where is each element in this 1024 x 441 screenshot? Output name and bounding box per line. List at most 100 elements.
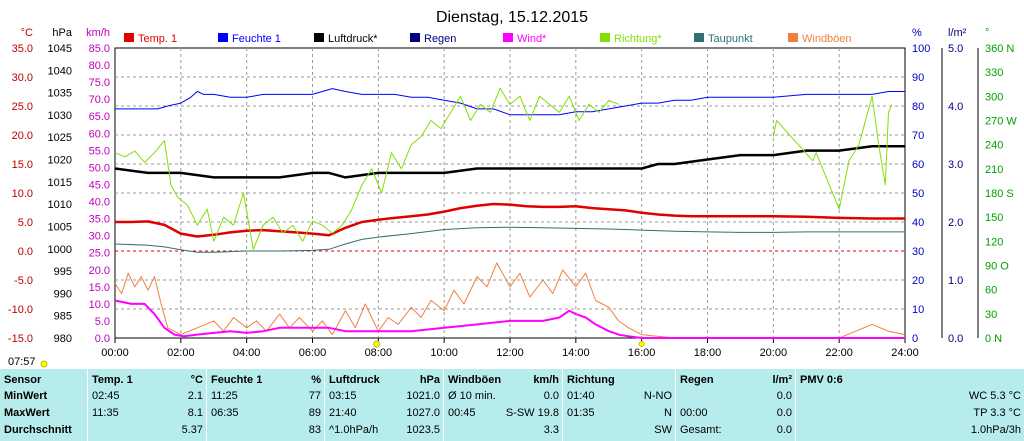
stats-row: 01:40 N-NO (567, 389, 672, 404)
dir-tick-label: 30 (985, 309, 997, 321)
legend-label: Luftdruck* (328, 33, 378, 45)
kmh-tick-label: 30.0 (89, 231, 110, 243)
stats-cell-label: PMV 0:6 (800, 374, 843, 386)
dir-tick-label: 360 N (985, 43, 1014, 55)
temp-tick-label: 0.0 (18, 246, 33, 258)
stats-cell-value: 0.0 (776, 407, 792, 419)
stats-row: WC 5.3 °C (800, 389, 1021, 404)
hpa-tick-label: 1025 (48, 132, 72, 144)
temp-tick-label: 10.0 (12, 188, 33, 200)
x-tick-label: 04:00 (233, 347, 261, 359)
stats-cell-label: 06:35 (211, 407, 239, 419)
stats-row: Ø 10 min. 0.0 (448, 389, 559, 404)
stats-cell-value: 89 (308, 407, 321, 419)
hpa-tick-label: 1030 (48, 110, 72, 122)
hpa-tick-label: 995 (54, 266, 72, 278)
legend-swatch (314, 33, 324, 42)
stats-row: 3.3 (448, 423, 559, 438)
x-tick-label: 16:00 (628, 347, 656, 359)
stats-row: SW (567, 423, 672, 438)
pct-tick-label: 90 (912, 72, 924, 84)
hpa-tick-label: 990 (54, 288, 72, 300)
stats-row: 11:25 77 (211, 389, 321, 404)
temp-tick-label: -10.0 (8, 304, 33, 316)
hpa-tick-label: 1015 (48, 177, 72, 189)
stats-column: Richtung 01:40 N-NO 01:35 N SW (562, 369, 676, 441)
x-tick-label: 20:00 (760, 347, 788, 359)
temp-tick-label: 35.0 (12, 43, 33, 55)
x-tick-label: 08:00 (365, 347, 393, 359)
rowlabel-min: MinWert (4, 390, 48, 402)
stats-cell-label: Richtung (567, 374, 615, 386)
stats-cell-value: 77 (308, 390, 321, 402)
stats-row: ^1.0hPa/h 1023.5 (329, 423, 440, 438)
stats-cell-label: Feuchte 1 (211, 374, 263, 386)
stats-cell-label: 11:25 (211, 390, 238, 402)
stats-cell-value: TP 3.3 °C (973, 407, 1021, 419)
stats-cell-label: 11:35 (92, 407, 119, 419)
stats-row: 1.0hPa/3h (800, 423, 1021, 438)
stats-rowlabels: Sensor MinWert MaxWert Durchschnitt (0, 369, 86, 441)
hpa-unit-label: hPa (52, 27, 72, 39)
kmh-tick-label: 40.0 (89, 197, 110, 209)
kmh-tick-label: 0.0 (95, 333, 110, 345)
series-line (115, 202, 905, 238)
series-line (114, 262, 906, 339)
stats-cell-value: hPa (419, 374, 440, 386)
stats-row: 00:00 0.0 (680, 406, 792, 421)
temp-tick-label: -5.0 (14, 275, 33, 287)
stats-cell-value: SW (654, 424, 672, 436)
pct-tick-label: 20 (912, 275, 924, 287)
kmh-tick-label: 50.0 (89, 162, 110, 174)
x-tick-label: 22:00 (825, 347, 853, 359)
stats-cell-value: 83 (308, 424, 321, 436)
stats-row: Regen l/m² (680, 373, 792, 388)
legend-label: Temp. 1 (138, 33, 177, 45)
x-tick-label: 14:00 (562, 347, 590, 359)
hpa-tick-label: 1005 (48, 221, 72, 233)
rain-tick-label: 1.0 (948, 275, 963, 287)
kmh-tick-label: 65.0 (89, 111, 110, 123)
stats-row: 0.0 (680, 389, 792, 404)
kmh-tick-label: 35.0 (89, 214, 110, 226)
kmh-tick-label: 20.0 (89, 265, 110, 277)
kmh-tick-label: 15.0 (89, 282, 110, 294)
stats-cell-label: 01:40 (567, 390, 595, 402)
x-tick-label: 12:00 (496, 347, 524, 359)
dir-tick-label: 120 (985, 236, 1003, 248)
dir-tick-label: 300 (985, 91, 1003, 103)
stats-cell-label: 00:45 (448, 407, 476, 419)
time-marker-dot (373, 340, 381, 348)
dir-tick-label: 180 S (985, 188, 1014, 200)
temp-tick-label: 30.0 (12, 72, 33, 84)
stats-row: 5.37 (92, 423, 203, 438)
stats-row: Feuchte 1% (211, 373, 321, 388)
dir-tick-label: 0 N (985, 333, 1002, 345)
stats-row: 03:15 1021.0 (329, 389, 440, 404)
stats-cell-value: 0.0 (776, 390, 792, 402)
stats-cell-value: 1021.0 (406, 390, 440, 402)
stats-cell-label: Regen (680, 374, 714, 386)
pct-tick-label: 70 (912, 130, 924, 142)
stats-row: Richtung (567, 373, 672, 388)
stats-row: 83 (211, 423, 321, 438)
temp-unit-label: °C (21, 27, 33, 39)
x-tick-label: 06:00 (299, 347, 327, 359)
clock-marker-dot (40, 360, 48, 368)
kmh-tick-label: 75.0 (89, 77, 110, 89)
hpa-tick-label: 1010 (48, 199, 72, 211)
chart-title: Dienstag, 15.12.2015 (436, 9, 588, 26)
series-line (114, 87, 619, 250)
stats-row: Windböen km/h (448, 373, 559, 388)
dir-tick-label: 330 (985, 67, 1003, 79)
legend-label: Wind* (517, 33, 547, 45)
rain-tick-label: 2.0 (948, 217, 963, 229)
stats-cell-value: 1.0hPa/3h (970, 424, 1021, 436)
rowlabel-sensor: Sensor (4, 374, 42, 386)
dir-unit-label: ° (985, 27, 989, 39)
x-tick-label: 18:00 (694, 347, 722, 359)
legend-swatch (503, 33, 513, 42)
temp-tick-label: 5.0 (18, 217, 33, 229)
stats-row: TP 3.3 °C (800, 406, 1021, 421)
legend-swatch (694, 33, 704, 42)
